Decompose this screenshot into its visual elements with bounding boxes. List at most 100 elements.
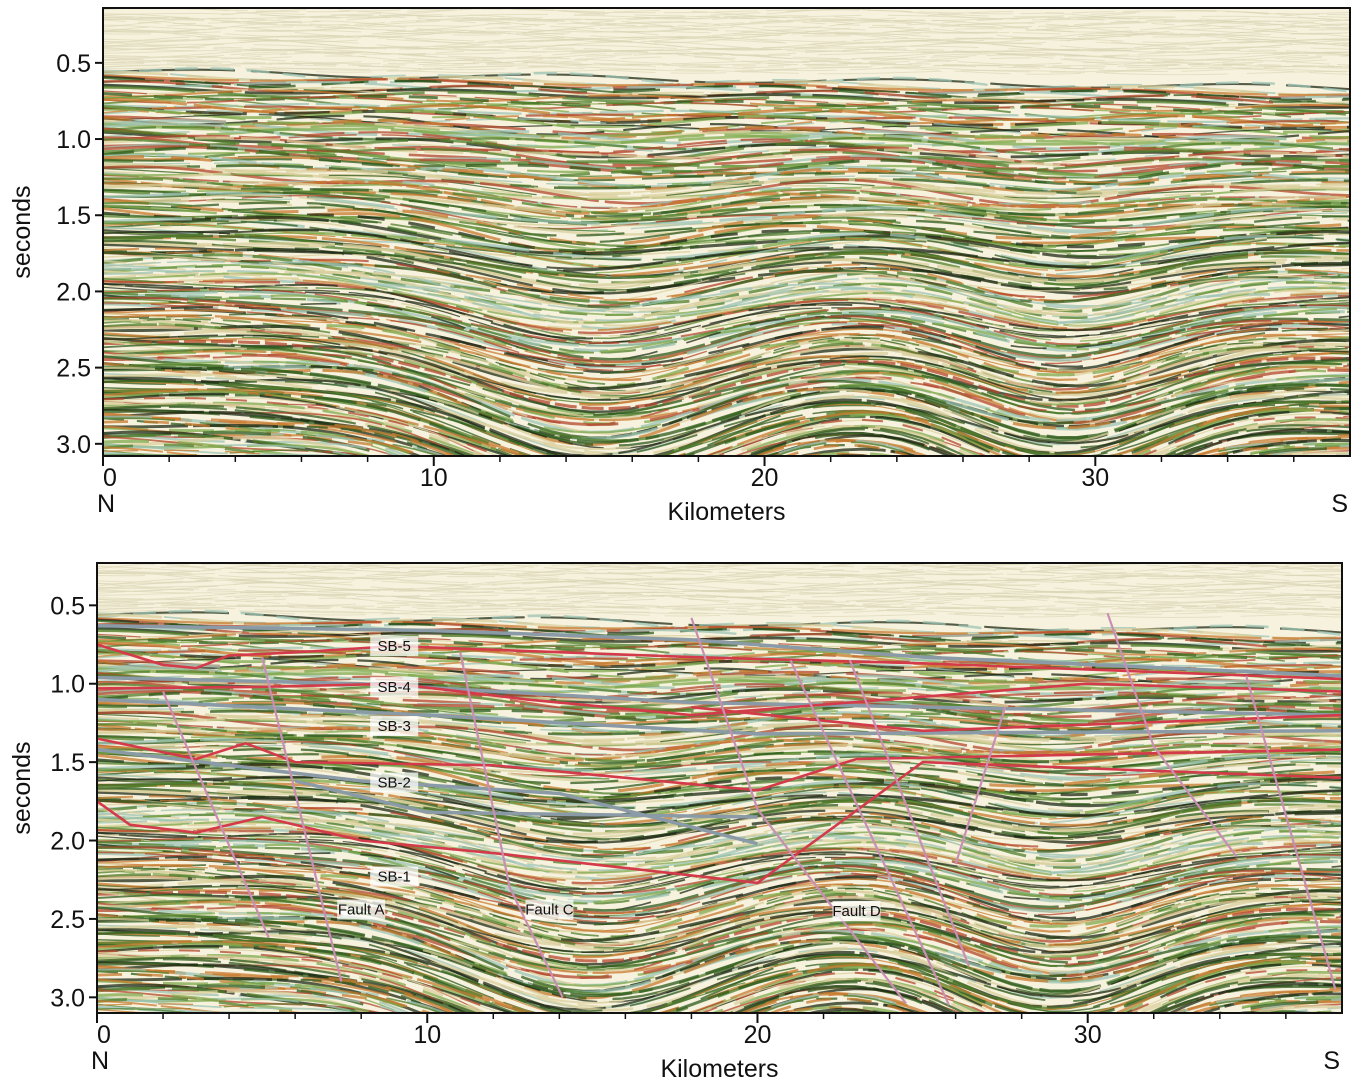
annotation-box	[525, 899, 574, 920]
reflector	[97, 703, 1342, 732]
x-tick-label: 20	[751, 464, 779, 492]
y-tick-label: 2.5	[50, 906, 85, 934]
reflector	[97, 915, 1342, 994]
reflector	[97, 776, 1342, 820]
reflector	[97, 961, 1342, 1013]
reflector	[103, 288, 1350, 343]
reflector	[97, 727, 1342, 766]
reflector	[103, 413, 1350, 456]
reflector	[103, 247, 1350, 295]
reflector	[103, 236, 1350, 286]
reflector	[103, 129, 1350, 164]
reflector	[97, 969, 1342, 1013]
reflector	[103, 430, 875, 456]
reflector	[103, 434, 1350, 456]
reflector	[103, 417, 1350, 456]
reflector	[103, 30, 1350, 46]
reflector	[97, 884, 1342, 954]
reflector	[97, 581, 1342, 595]
reflector	[97, 996, 1342, 1013]
reflector	[103, 399, 1350, 456]
reflector	[103, 39, 1350, 53]
reflector	[97, 902, 1342, 979]
reflector	[103, 334, 1350, 401]
reflector	[97, 898, 1342, 971]
reflector	[97, 794, 1342, 852]
reflector	[103, 260, 1350, 323]
reflector	[97, 585, 1342, 594]
reflector	[103, 294, 1350, 354]
fault-line	[1106, 612, 1238, 857]
reflector	[97, 825, 1342, 881]
reflector	[97, 984, 1342, 1013]
reflector	[97, 577, 1342, 591]
right-end-label: S	[1323, 1047, 1340, 1075]
reflector	[97, 549, 1342, 556]
reflector	[103, 227, 1350, 280]
reflector	[97, 646, 1342, 668]
x-tick-label: 0	[103, 464, 117, 492]
reflector	[97, 890, 1342, 963]
reflector	[103, 138, 1350, 171]
reflector	[103, 366, 1350, 455]
left-end-label: N	[91, 1047, 109, 1075]
reflector	[97, 607, 1342, 618]
y-tick-label: 3.0	[56, 431, 91, 459]
reflector	[103, 261, 1350, 312]
y-tick-label: 1.5	[56, 202, 91, 230]
reflector	[103, 56, 1350, 67]
reflector	[97, 610, 1342, 619]
reflector	[103, 194, 1350, 230]
reflector	[97, 938, 1342, 1013]
y-tick-label: 0.5	[56, 50, 91, 78]
reflector	[97, 837, 1342, 894]
reflector	[103, 397, 1350, 456]
y-tick-label: 1.5	[50, 749, 85, 777]
reflector	[103, 286, 1350, 345]
y-tick-label: 2.0	[50, 828, 85, 856]
horizon-grey	[294, 779, 758, 819]
fault-line	[690, 617, 907, 1005]
annotation-box	[370, 676, 419, 697]
reflector	[103, 153, 1350, 179]
reflector	[103, 317, 1350, 390]
reflector	[103, 400, 1350, 456]
x-tick-label: 30	[1081, 464, 1109, 492]
reflector	[97, 831, 1342, 894]
horizon-grey	[97, 697, 1342, 736]
reflector	[97, 565, 1342, 577]
reflector	[97, 843, 1342, 905]
reflector	[103, 283, 1350, 344]
reflector	[103, 64, 1350, 75]
reflector	[103, 409, 1350, 456]
reflector	[97, 970, 1342, 1013]
reflector	[103, 426, 1350, 456]
reflector	[103, 17, 1350, 33]
reflector	[103, 35, 1350, 49]
reflector	[103, 8, 1350, 16]
x-tick-label: 10	[420, 464, 448, 492]
reflector	[103, 9, 1350, 22]
reflector	[103, 231, 1350, 274]
reflector	[97, 569, 1342, 587]
fault-line	[954, 706, 1007, 865]
left-end-label: N	[97, 490, 115, 518]
reflector	[97, 784, 1342, 835]
reflector	[97, 943, 1342, 1013]
reflector	[97, 878, 1342, 949]
horizon-red	[97, 760, 1342, 885]
reflector	[103, 14, 1350, 23]
annotation-box	[337, 899, 386, 920]
reflector	[97, 774, 1342, 828]
reflector	[97, 826, 1342, 890]
reflector	[97, 735, 1342, 771]
reflector	[103, 417, 1350, 456]
fault-line	[261, 656, 343, 982]
horizon-grey	[97, 747, 758, 846]
y-tick-label: 0.5	[50, 592, 85, 620]
reflector	[97, 744, 1342, 794]
x-axis-label: Kilometers	[667, 498, 785, 526]
reflector	[103, 340, 1350, 411]
reflector	[103, 449, 357, 456]
